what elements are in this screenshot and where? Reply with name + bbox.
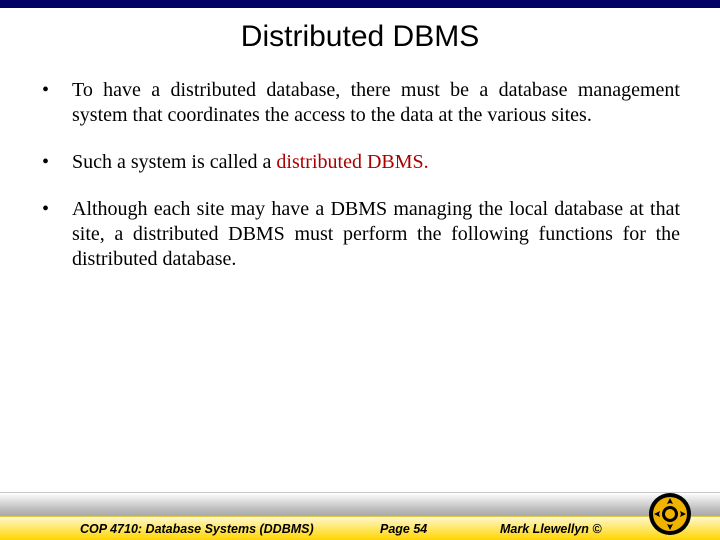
bullet-text: Such a system is called a distributed DB…: [72, 150, 680, 175]
ucf-logo-icon: [648, 492, 692, 536]
bullet-item: • To have a distributed database, there …: [40, 78, 680, 128]
bullet-marker: •: [40, 78, 72, 128]
bullet-text-part: Such a system is called a: [72, 151, 276, 173]
bullet-text: To have a distributed database, there mu…: [72, 78, 680, 128]
bullet-text: Although each site may have a DBMS manag…: [72, 197, 680, 272]
bullet-marker: •: [40, 197, 72, 272]
top-accent-bar: [0, 0, 720, 8]
slide-footer: COP 4710: Database Systems (DDBMS) Page …: [0, 492, 720, 540]
slide-body: • To have a distributed database, there …: [0, 78, 720, 272]
bullet-text-highlight: distributed DBMS.: [276, 151, 428, 173]
bullet-item: • Such a system is called a distributed …: [40, 150, 680, 175]
bullet-marker: •: [40, 150, 72, 175]
footer-author: Mark Llewellyn ©: [500, 522, 602, 536]
footer-info-bar: COP 4710: Database Systems (DDBMS) Page …: [0, 516, 720, 540]
bullet-text-part: Although each site may have a DBMS manag…: [72, 198, 680, 270]
footer-page: Page 54: [380, 522, 427, 536]
bullet-item: • Although each site may have a DBMS man…: [40, 197, 680, 272]
bullet-text-part: To have a distributed database, there mu…: [72, 79, 680, 126]
footer-course: COP 4710: Database Systems (DDBMS): [80, 522, 314, 536]
footer-gradient-bar: [0, 492, 720, 516]
slide-title: Distributed DBMS: [0, 20, 720, 54]
